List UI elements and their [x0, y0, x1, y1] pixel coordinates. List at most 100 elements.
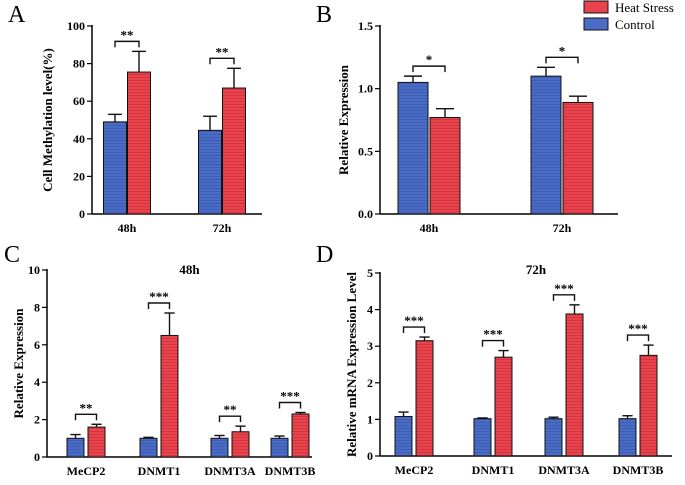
panel-d: D 72h 0 1 2 3 4 5 Relative mRNA Expression Level…	[316, 242, 672, 477]
panel-letter: C	[4, 242, 20, 268]
y-tick-label: 60	[73, 94, 85, 108]
bar-control-dnmt1	[139, 437, 158, 458]
bar-heat-dnmt3a	[231, 431, 250, 458]
y-tick-label: 2	[34, 413, 40, 427]
y-tick-label: 20	[73, 169, 85, 183]
y-tick-label: 0	[367, 449, 373, 463]
significance-label: ***	[554, 281, 574, 296]
chart-title: 72h	[526, 262, 547, 277]
legend-label-control: Control	[615, 17, 655, 32]
y-tick-label: 0	[79, 207, 85, 221]
y-tick-label: 5	[367, 266, 373, 280]
bar-control-dnmt3a	[544, 418, 563, 457]
chart-title: 48h	[179, 262, 200, 277]
bar-heat-dnmt3a	[565, 313, 584, 457]
x-tick-label: MeCP2	[395, 463, 434, 477]
legend: Heat Stress Control	[583, 0, 674, 32]
y-axis-label: Relative mRNA Expression Level	[344, 272, 359, 457]
bar-heat-dnmt3b	[291, 413, 310, 458]
bar-heat-mecp2	[415, 340, 434, 457]
legend-label-heat: Heat Stress	[615, 0, 674, 15]
significance-bracket	[626, 334, 650, 342]
significance-bracket	[545, 56, 579, 64]
bar-control-dnmt3b	[270, 437, 289, 458]
bar-control-dnmt3a	[210, 437, 229, 458]
significance-bracket	[218, 415, 242, 423]
significance-label: ***	[628, 321, 648, 336]
y-tick-label: 1.5	[358, 19, 373, 33]
bar-control-mecp2	[394, 415, 413, 457]
y-tick-label: 0.0	[358, 207, 373, 221]
bar-heat-72h	[222, 87, 246, 215]
panel-b: B 0.0 0.5 1.0 1.5 Relative Expression * 48h * 72h	[316, 2, 618, 235]
significance-label: **	[224, 402, 237, 417]
significance-bracket	[74, 413, 98, 421]
y-axis-label: Cell Methylation level(%)	[40, 48, 55, 192]
significance-label: *	[559, 43, 566, 58]
legend-swatch-heat	[583, 0, 609, 14]
x-tick-label: MeCP2	[67, 464, 106, 478]
bar-heat-48h	[127, 71, 151, 215]
y-tick-label: 4	[367, 303, 373, 317]
y-tick-label: 4	[34, 375, 40, 389]
significance-label: ***	[404, 313, 424, 328]
x-tick-label: DNMT1	[138, 464, 181, 478]
x-tick-label: 48h	[118, 221, 137, 235]
y-tick-label: 6	[34, 338, 40, 352]
y-tick-label: 10	[28, 263, 40, 277]
x-tick-label: 72h	[213, 221, 232, 235]
x-tick-label: DNMT3A	[538, 463, 590, 477]
y-tick-label: 40	[73, 132, 85, 146]
bar-control-72h	[198, 129, 222, 215]
y-tick-label: 1	[367, 412, 373, 426]
panel-a: A 0 20 40 60 80 100 Cell Methylation level(%) **…	[8, 2, 262, 235]
bar-heat-mecp2	[87, 426, 106, 458]
bar-heat-dnmt3b	[639, 354, 658, 457]
bar-heat-dnmt1	[160, 334, 179, 458]
x-tick-label: 48h	[420, 221, 439, 235]
panel-letter: D	[316, 242, 333, 268]
significance-bracket	[481, 339, 505, 347]
panel-letter: A	[8, 2, 26, 28]
significance-bracket	[402, 326, 426, 334]
bar-control-dnmt3b	[618, 418, 637, 457]
x-tick-label: 72h	[553, 221, 572, 235]
significance-label: *	[426, 52, 433, 67]
significance-label: **	[216, 44, 229, 59]
significance-label: ***	[149, 289, 169, 304]
x-tick-label: DNMT3A	[204, 464, 256, 478]
y-axis-label: Relative Expression	[11, 308, 26, 419]
y-tick-label: 100	[67, 19, 85, 33]
legend-swatch-control	[583, 17, 609, 31]
y-tick-label: 1.0	[358, 82, 373, 96]
significance-bracket	[209, 57, 235, 65]
bar-control-48h	[103, 121, 127, 215]
bar-heat-72h	[562, 101, 594, 215]
y-tick-label: 0	[34, 450, 40, 464]
y-tick-label: 3	[367, 339, 373, 353]
significance-label: ***	[280, 388, 300, 403]
significance-bracket	[147, 302, 171, 310]
x-tick-label: DNMT3B	[613, 463, 664, 477]
x-tick-label: DNMT3B	[265, 464, 316, 478]
panel-letter: B	[316, 2, 332, 28]
significance-label: **	[80, 400, 93, 415]
x-tick-label: DNMT1	[472, 463, 515, 477]
significance-bracket	[278, 401, 302, 409]
y-tick-label: 0.5	[358, 144, 373, 158]
y-tick-label: 80	[73, 57, 85, 71]
bar-control-72h	[530, 75, 562, 215]
y-tick-label: 2	[367, 376, 373, 390]
y-tick-label: 8	[34, 300, 40, 314]
bar-control-mecp2	[66, 437, 85, 458]
bar-heat-dnmt1	[494, 356, 513, 457]
y-axis-label: Relative Expression	[336, 64, 351, 175]
significance-label: **	[121, 27, 134, 42]
bar-heat-48h	[429, 116, 461, 215]
significance-bracket	[552, 294, 576, 301]
bar-control-dnmt1	[473, 418, 492, 457]
bar-control-48h	[397, 81, 429, 215]
significance-bracket	[412, 65, 446, 73]
